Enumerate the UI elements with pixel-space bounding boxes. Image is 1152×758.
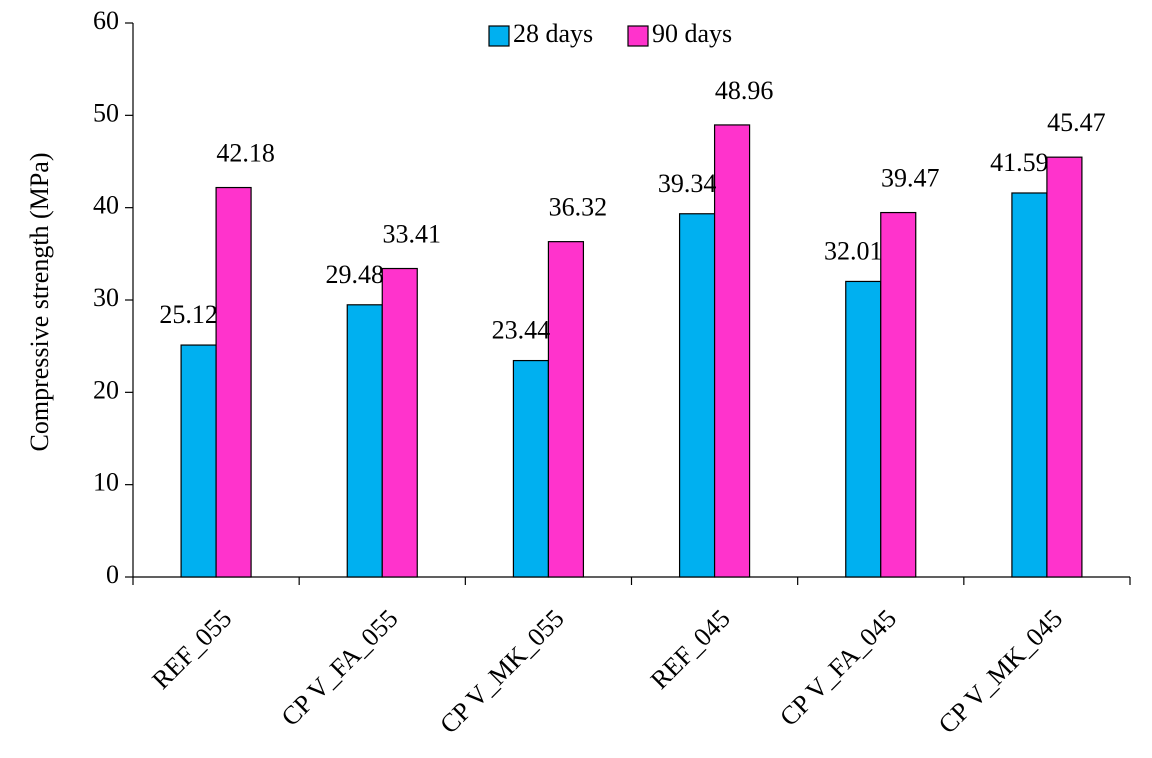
bar-28-days <box>1011 192 1048 578</box>
legend-label: 90 days <box>652 19 732 48</box>
x-tick-label: REF_055 <box>146 604 237 695</box>
bar-28-days <box>678 213 716 578</box>
bar-28-days <box>180 344 217 578</box>
data-label: 39.34 <box>658 169 717 198</box>
bar-90-days <box>215 186 252 578</box>
bar-90-days <box>547 241 585 578</box>
data-label: 41.59 <box>990 148 1049 177</box>
legend-swatch <box>627 25 649 47</box>
data-label: 42.18 <box>216 139 275 168</box>
bar-90-days <box>713 124 751 578</box>
y-tick-label: 60 <box>93 6 119 35</box>
y-tick-label: 30 <box>93 283 119 312</box>
data-label: 39.47 <box>881 164 940 193</box>
x-tick-label: CP V_FA_045 <box>774 604 902 732</box>
bar-28-days <box>346 304 383 578</box>
bar-90-days <box>1046 156 1083 578</box>
x-tick-label: REF_045 <box>645 604 736 695</box>
x-tick-label: CP V_MK_045 <box>933 604 1068 739</box>
y-tick-label: 40 <box>93 191 119 220</box>
legend-label: 28 days <box>513 19 593 48</box>
data-label: 32.01 <box>824 236 883 265</box>
bar-28-days <box>512 359 550 578</box>
data-labels: 25.12 42.18 29.48 33.41 23.44 36.32 39.34 48.96… <box>159 76 1105 345</box>
y-tick-label: 50 <box>93 98 119 127</box>
y-axis-label: Compressive strength (MPa) <box>25 153 54 452</box>
y-tick-label: 10 <box>93 468 119 497</box>
x-tick-label: CP V_MK_055 <box>434 604 569 739</box>
bar-28-days <box>845 280 882 578</box>
data-label: 33.41 <box>383 220 442 249</box>
data-label: 36.32 <box>549 193 608 222</box>
legend-swatch <box>488 25 510 47</box>
data-label: 45.47 <box>1047 108 1106 137</box>
legend: 28 days 90 days <box>488 19 732 48</box>
data-label: 29.48 <box>326 260 385 289</box>
x-tick-label: CP V_FA_055 <box>276 604 404 732</box>
data-label: 25.12 <box>159 300 218 329</box>
bar-90-days <box>381 267 418 578</box>
bars <box>180 124 1083 578</box>
bar-90-days <box>880 211 917 578</box>
data-label: 48.96 <box>715 76 774 105</box>
y-tick-label: 20 <box>93 375 119 404</box>
data-label: 23.44 <box>492 316 551 345</box>
y-tick-label: 0 <box>106 560 119 589</box>
